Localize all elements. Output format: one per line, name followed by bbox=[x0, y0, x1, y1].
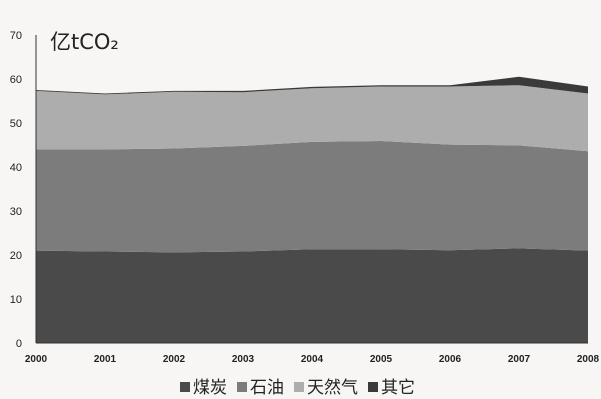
y-tick-label: 50 bbox=[10, 118, 22, 130]
legend-label: 煤炭 bbox=[193, 378, 227, 398]
legend-swatch bbox=[237, 382, 247, 392]
y-tick-label: 70 bbox=[10, 30, 22, 42]
legend-label: 石油 bbox=[250, 378, 284, 398]
x-tick-label: 2004 bbox=[301, 354, 324, 365]
y-tick-label: 0 bbox=[16, 338, 22, 350]
y-tick-label: 10 bbox=[10, 294, 22, 306]
legend-label: 其它 bbox=[381, 378, 415, 398]
unit-label: 亿tCO₂ bbox=[50, 30, 119, 54]
legend-label: 天然气 bbox=[307, 378, 358, 398]
legend-swatch bbox=[294, 382, 304, 392]
x-tick-label: 2003 bbox=[232, 354, 255, 365]
x-tick-labels: 2000 2001 2002 2003 2004 2005 2006 2007 2008 bbox=[25, 354, 600, 365]
area-series-1 bbox=[36, 248, 588, 343]
y-tick-label: 40 bbox=[10, 162, 22, 174]
x-tick-label: 2008 bbox=[577, 354, 600, 365]
y-tick-label: 60 bbox=[10, 74, 22, 86]
legend: 煤炭 石油 天然气 其它 bbox=[180, 378, 415, 398]
x-tick-label: 2001 bbox=[94, 354, 117, 365]
x-tick-label: 2002 bbox=[163, 354, 186, 365]
x-tick-label: 2007 bbox=[508, 354, 531, 365]
x-tick-label: 2006 bbox=[439, 354, 462, 365]
x-tick-label: 2005 bbox=[370, 354, 393, 365]
y-tick-labels: 0 10 20 30 40 50 60 70 bbox=[10, 30, 22, 350]
area-series-3 bbox=[36, 85, 588, 152]
y-tick-label: 20 bbox=[10, 250, 22, 262]
area-series-group bbox=[36, 76, 588, 343]
area-series-4 bbox=[36, 76, 588, 95]
area-series-2 bbox=[36, 141, 588, 253]
legend-swatch bbox=[368, 382, 378, 392]
x-tick-label: 2000 bbox=[25, 354, 48, 365]
legend-swatch bbox=[180, 382, 190, 392]
y-tick-label: 30 bbox=[10, 206, 22, 218]
